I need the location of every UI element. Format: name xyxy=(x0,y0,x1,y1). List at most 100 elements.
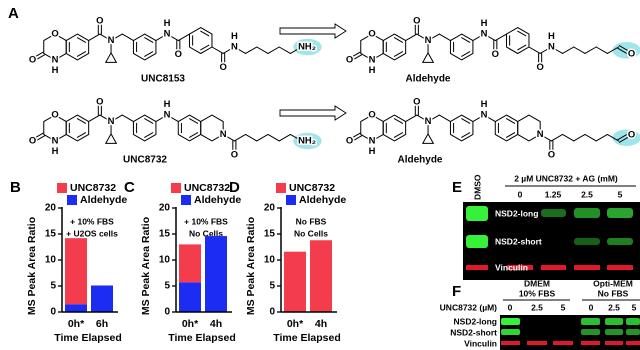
bond xyxy=(31,132,44,141)
x-tick-label: 4h xyxy=(315,318,327,330)
bond xyxy=(99,33,112,42)
bond xyxy=(155,33,168,42)
bond xyxy=(461,37,471,43)
atom-label: N xyxy=(108,116,115,127)
bond xyxy=(200,30,210,37)
legend-label: Aldehyde xyxy=(299,194,346,206)
y-tick-label: 5 xyxy=(164,281,170,292)
band xyxy=(466,265,488,270)
atom-label: H xyxy=(52,65,59,76)
legend-label: Aldehyde xyxy=(194,194,241,206)
band xyxy=(553,341,573,345)
atom-label: N xyxy=(52,54,59,65)
bond xyxy=(595,133,608,142)
atom-label: O xyxy=(51,29,58,40)
bond xyxy=(393,118,404,124)
atom-label: N xyxy=(164,29,171,40)
ring xyxy=(517,114,541,142)
atom-label: H xyxy=(369,65,376,76)
compound-name: Aldehyde xyxy=(397,155,442,166)
x-tick-label: 4h xyxy=(210,318,222,330)
bond xyxy=(144,37,154,43)
atom-label: O xyxy=(368,110,375,121)
panel-label: E xyxy=(452,179,462,196)
atom-label: O xyxy=(175,49,182,60)
atom-label: O xyxy=(413,97,420,108)
bond xyxy=(606,46,620,54)
bond xyxy=(422,133,429,144)
legend-swatch xyxy=(67,195,77,205)
bond xyxy=(393,37,404,43)
bond xyxy=(211,46,224,54)
row-label: NSD2-long xyxy=(495,208,538,218)
atom-label: O xyxy=(368,29,375,40)
atom-label: H xyxy=(52,146,59,157)
x-axis-label: Time Elapsed xyxy=(273,332,341,344)
annotation: No Cells xyxy=(189,228,223,238)
bond xyxy=(267,133,280,142)
bond xyxy=(166,114,179,123)
bond xyxy=(233,133,247,142)
bond xyxy=(31,51,44,60)
y-tick-label: 5 xyxy=(50,281,56,292)
bond xyxy=(289,133,303,142)
lane-label: 0 xyxy=(589,302,594,312)
bond xyxy=(550,46,564,54)
bond xyxy=(393,132,404,138)
atom-label: O xyxy=(29,135,36,146)
bond xyxy=(166,33,179,42)
atom-label: O xyxy=(346,135,353,146)
bond xyxy=(177,33,191,42)
bar-segment xyxy=(91,285,113,312)
band xyxy=(501,329,520,335)
panel-label: C xyxy=(124,179,135,196)
band xyxy=(541,265,566,270)
atom-label: O xyxy=(628,130,635,141)
lane-label: 5 xyxy=(618,189,623,199)
atom-label: O xyxy=(628,49,635,60)
bond xyxy=(105,133,112,144)
bond xyxy=(517,30,527,37)
atom-label: N xyxy=(537,129,544,140)
bond xyxy=(618,135,632,143)
y-tick-label: 0 xyxy=(269,307,275,318)
atom-label: O xyxy=(231,150,238,161)
legend-swatch xyxy=(286,195,296,205)
bond xyxy=(438,33,451,42)
legend-label: UNC8732 xyxy=(184,182,230,194)
atom-label: O xyxy=(96,97,103,108)
reaction-arrow xyxy=(279,23,347,121)
bond xyxy=(427,133,434,144)
lane-label: 2.5 xyxy=(531,302,543,312)
atom-label: NH₂ xyxy=(298,42,316,53)
condition-label: No FBS xyxy=(598,288,629,298)
bond xyxy=(573,46,586,54)
atom-label: O xyxy=(492,49,499,60)
bond xyxy=(472,33,485,42)
band xyxy=(607,265,633,270)
bar-segment xyxy=(65,238,87,305)
bond xyxy=(121,114,134,123)
atom-label: H xyxy=(548,31,555,42)
atom-label: N xyxy=(481,29,488,40)
bar-segment xyxy=(179,244,201,283)
bond xyxy=(245,133,258,142)
y-tick-label: 20 xyxy=(159,203,171,214)
x-tick-label: 0h* xyxy=(287,318,304,330)
band xyxy=(466,235,488,248)
bond xyxy=(539,133,552,142)
dose-label: UNC8732 (µM) xyxy=(440,302,497,312)
bond xyxy=(562,133,575,142)
atom-label: H xyxy=(481,18,488,29)
bond xyxy=(200,44,210,51)
ring xyxy=(200,114,224,142)
bands xyxy=(466,206,633,270)
bond xyxy=(32,135,46,143)
row-label: NSD2-short xyxy=(450,327,497,337)
bond xyxy=(422,52,429,63)
bond xyxy=(416,114,429,123)
y-tick-label: 0 xyxy=(164,307,170,318)
